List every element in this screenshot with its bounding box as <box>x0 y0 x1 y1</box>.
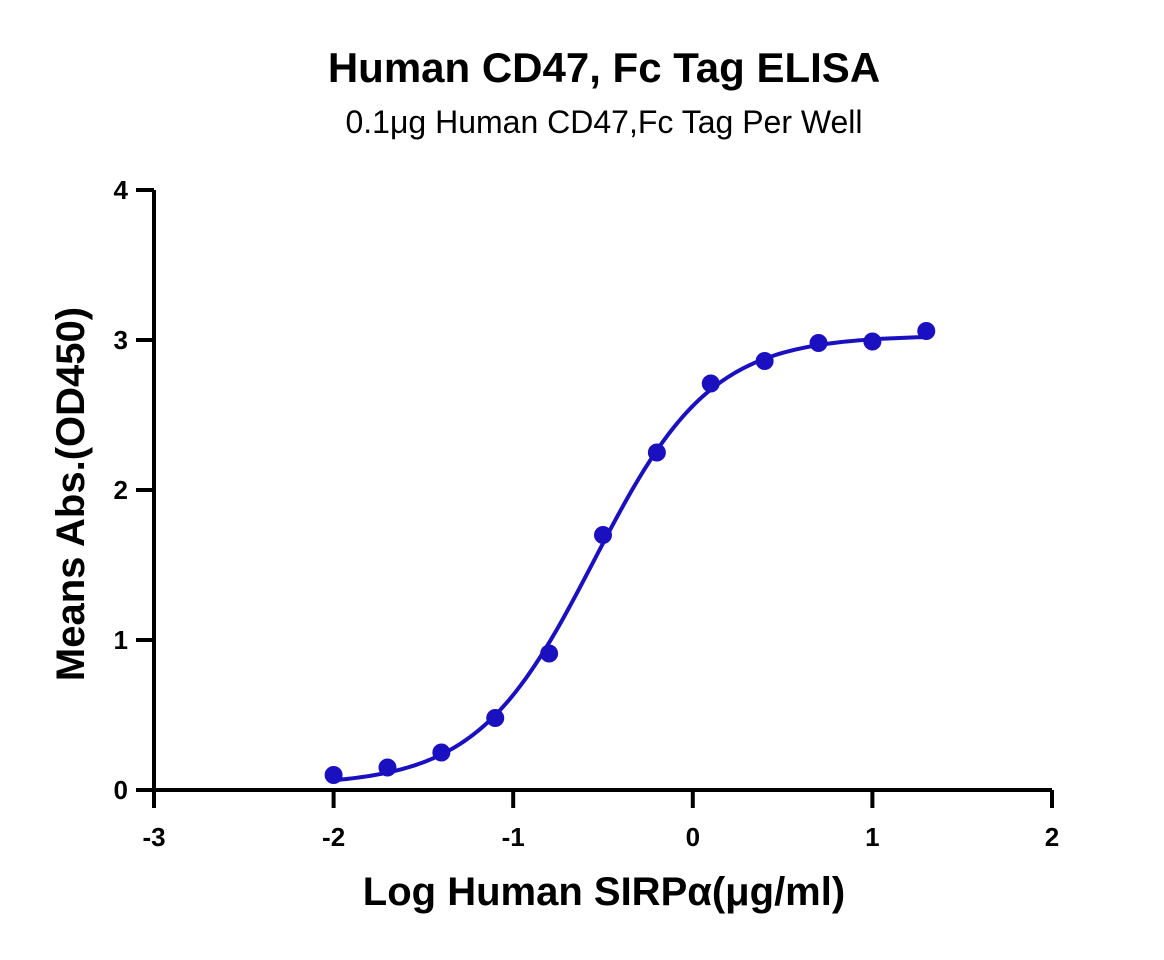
x-tick-label: 2 <box>1045 822 1059 852</box>
chart-subtitle: 0.1μg Human CD47,Fc Tag Per Well <box>345 104 862 140</box>
x-axis: -3 -2 -1 0 1 2 <box>142 788 1059 852</box>
chart-title: Human CD47, Fc Tag ELISA <box>328 44 880 91</box>
y-tick-label: 2 <box>114 475 128 505</box>
data-point <box>594 526 612 544</box>
y-tick-label: 4 <box>114 175 129 205</box>
data-point <box>432 743 451 762</box>
x-tick-label: 0 <box>686 822 700 852</box>
y-tick-label: 0 <box>114 775 128 805</box>
fit-curve <box>333 335 927 783</box>
y-tick-label: 3 <box>114 325 128 355</box>
data-point <box>917 322 936 340</box>
data-points <box>324 322 936 784</box>
data-point <box>378 758 397 777</box>
data-point <box>324 766 343 784</box>
y-axis: 0 1 2 3 4 <box>114 175 156 805</box>
x-tick-label: 1 <box>865 822 879 852</box>
x-axis-label: Log Human SIRPα(μg/ml) <box>363 870 845 914</box>
x-tick-label: -2 <box>322 822 345 852</box>
y-axis-label: Means Abs.(OD450) <box>49 307 93 681</box>
x-tick-label: -3 <box>142 822 165 852</box>
data-point <box>863 332 882 351</box>
data-point <box>755 352 774 370</box>
x-tick-label: -1 <box>502 822 525 852</box>
data-point <box>540 644 559 663</box>
data-point <box>486 709 505 727</box>
data-point <box>701 374 720 393</box>
data-point <box>809 334 828 352</box>
y-tick-label: 1 <box>114 625 128 655</box>
data-point <box>647 443 666 462</box>
